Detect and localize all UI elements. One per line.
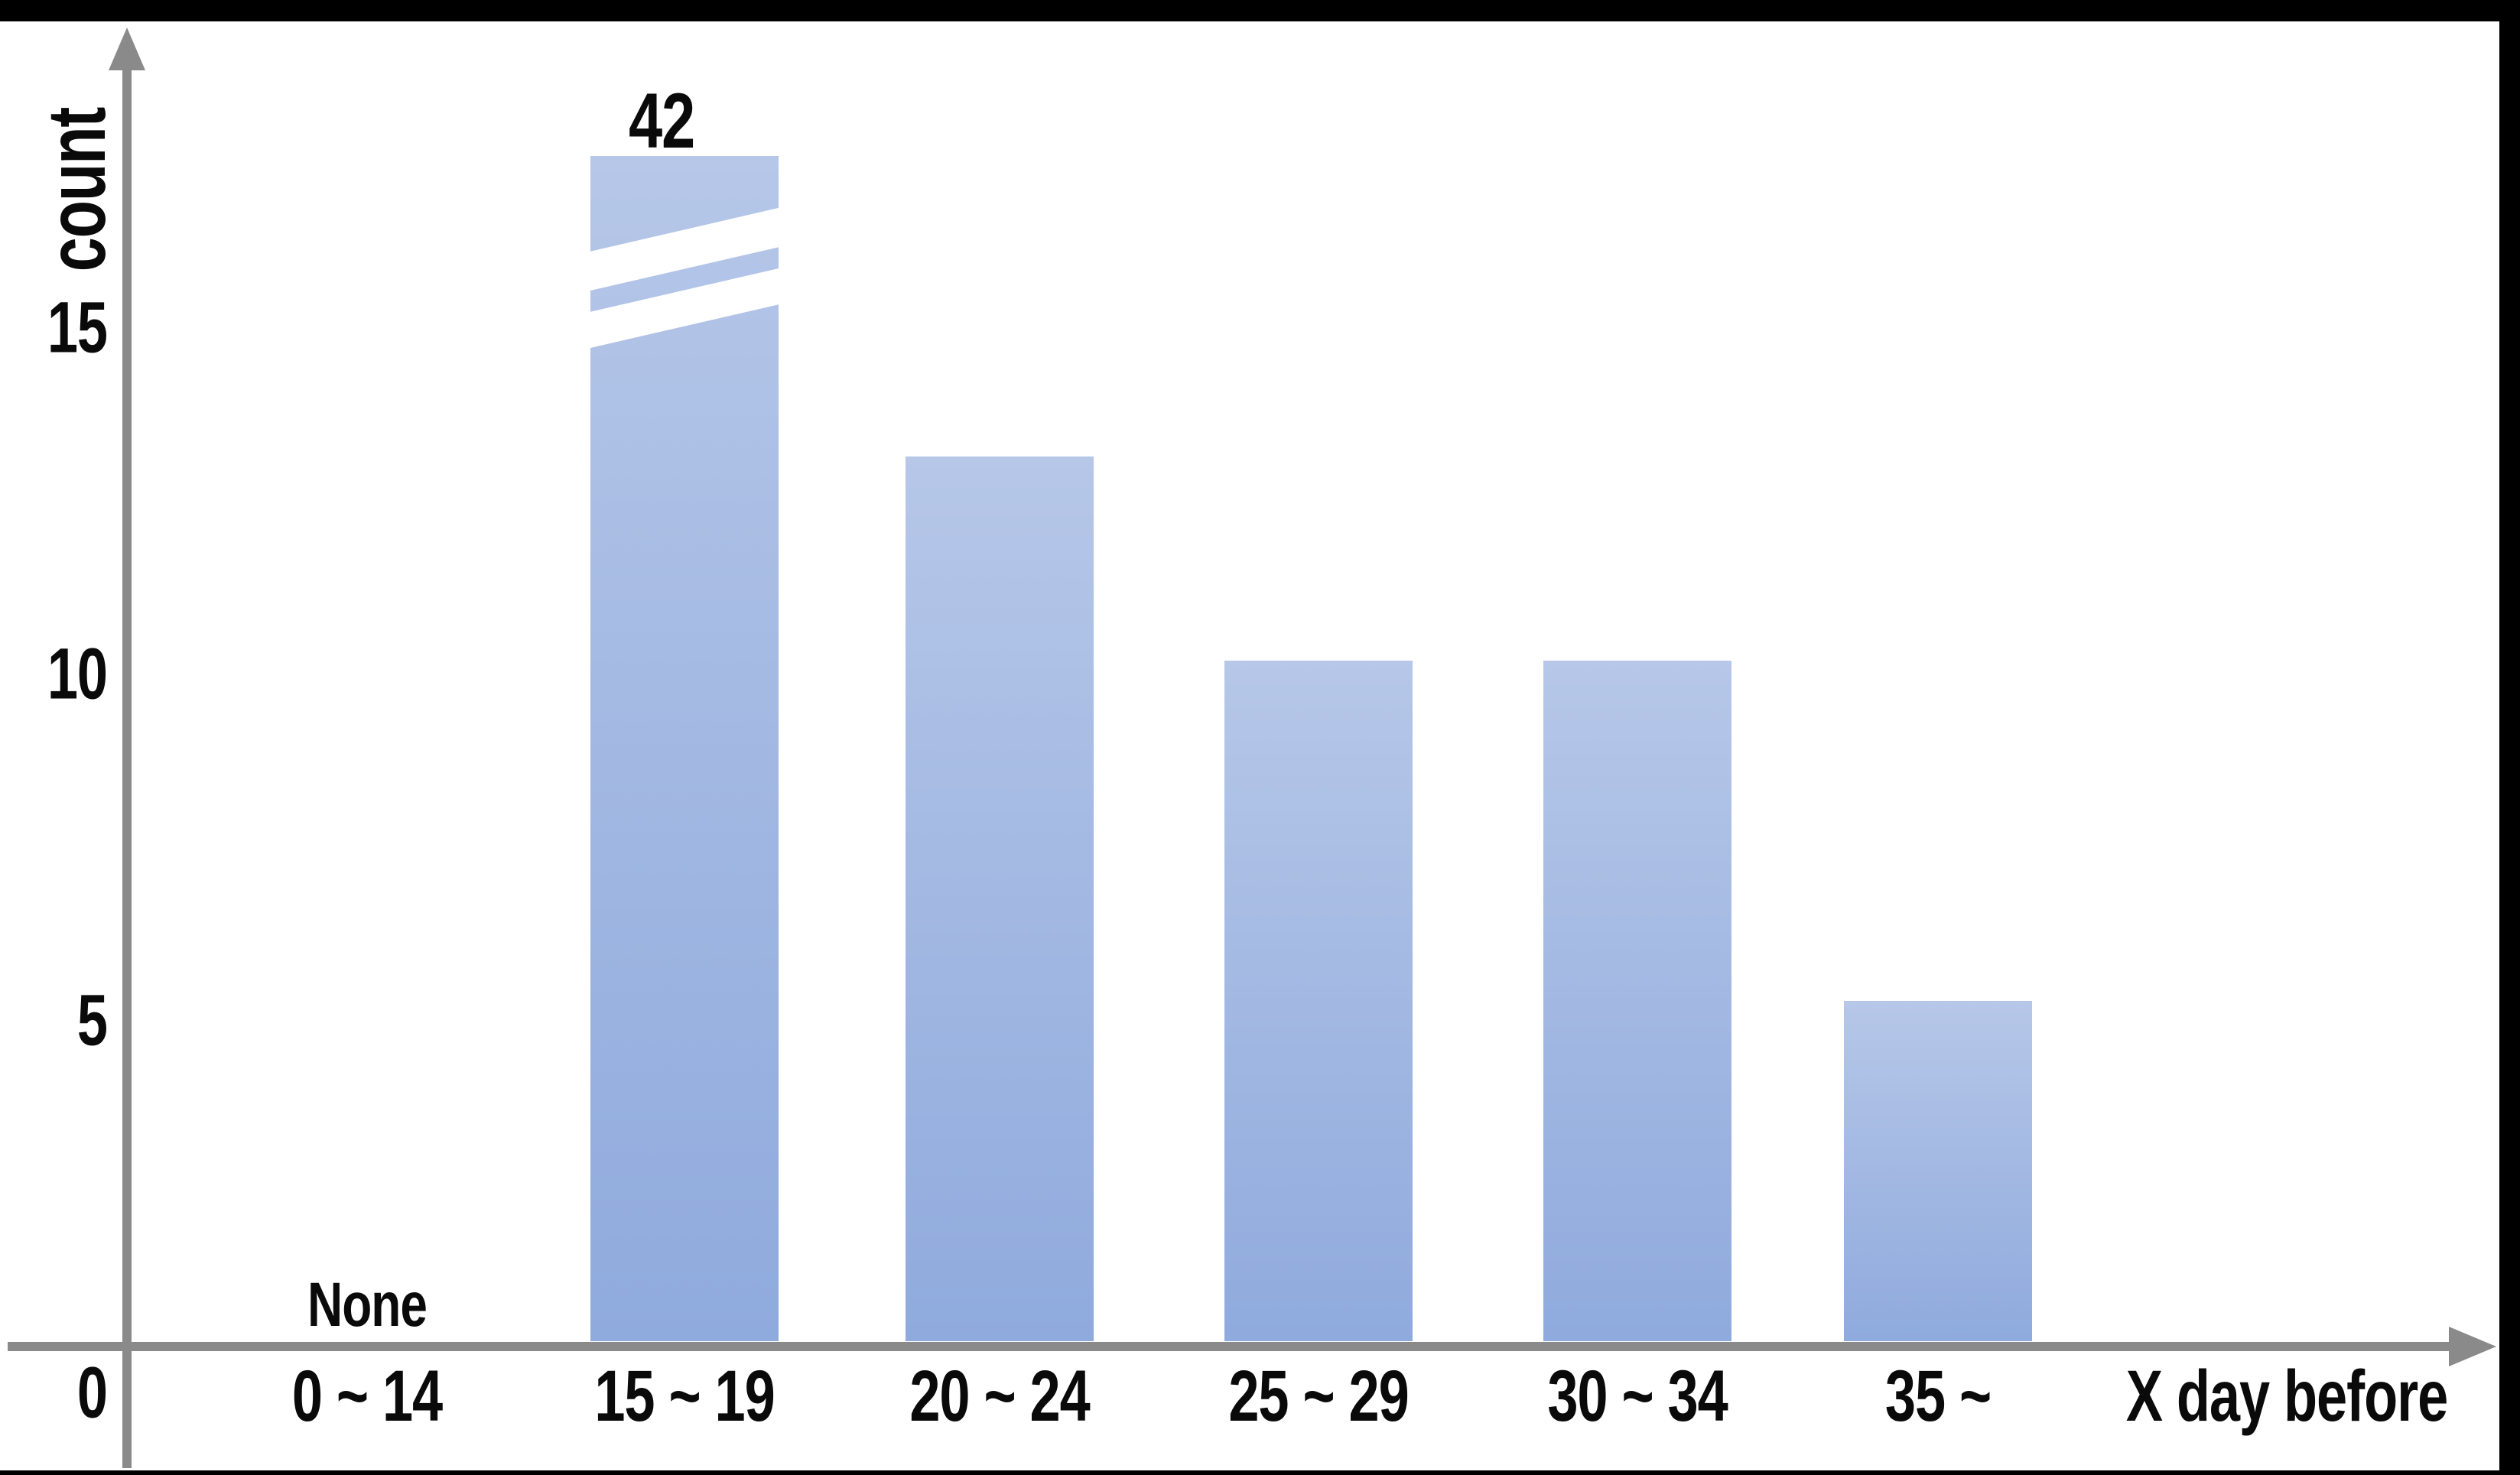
x-axis-title: X day before	[2125, 1356, 2448, 1437]
x-axis-arrow-icon	[2449, 1327, 2496, 1366]
y-tick-label: 0	[76, 1352, 108, 1434]
y-axis-arrow-icon	[109, 28, 145, 70]
y-tick-label: 15	[47, 287, 108, 369]
bar-15~19	[590, 156, 779, 1341]
bar-20~24	[906, 456, 1094, 1341]
x-tick-label: 25 ~ 29	[1228, 1356, 1409, 1437]
bar-35~	[1844, 1001, 2032, 1341]
none-annotation: None	[307, 1270, 428, 1340]
x-axis-line	[8, 1342, 2459, 1351]
x-tick-label: 30 ~ 34	[1547, 1356, 1728, 1437]
y-tick-label: 5	[76, 980, 108, 1061]
right-border	[2499, 0, 2520, 1475]
bar-30~34	[1543, 661, 1731, 1341]
x-tick-label: 0 ~ 14	[291, 1356, 443, 1437]
broken-bar-value-label: 42	[628, 77, 695, 164]
bottom-border	[0, 1470, 2520, 1475]
y-tick-label: 10	[47, 633, 108, 715]
bar-25~29	[1224, 661, 1413, 1341]
top-border	[0, 0, 2520, 21]
x-tick-label: 20 ~ 24	[909, 1356, 1090, 1437]
x-tick-label: 35 ~	[1884, 1356, 1992, 1437]
x-tick-label: 15 ~ 19	[594, 1356, 775, 1437]
y-axis-title: count	[30, 107, 122, 272]
y-axis-line	[122, 67, 132, 1468]
